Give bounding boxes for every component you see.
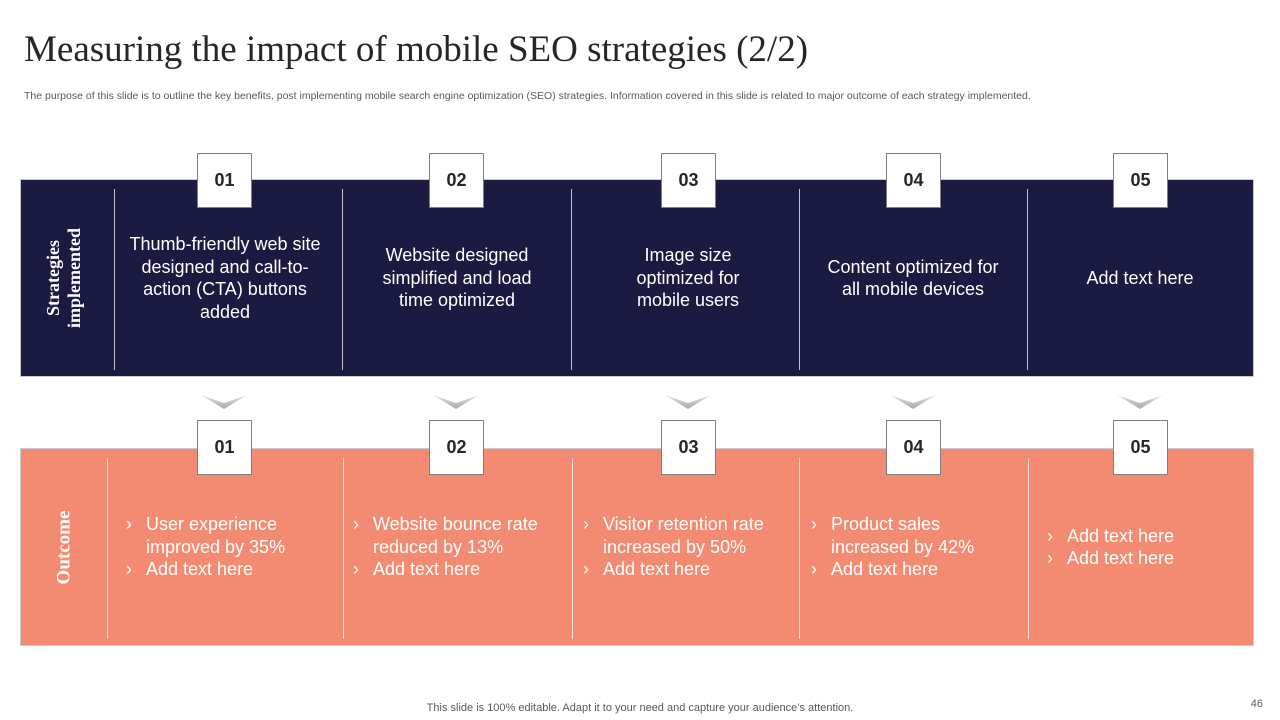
divider <box>107 458 108 639</box>
outcome-panel: Outcome User experience improved by 35% … <box>20 448 1254 646</box>
outcome-list-5: Add text here Add text here <box>1047 525 1174 570</box>
divider <box>1028 458 1029 639</box>
divider <box>343 458 344 639</box>
outcome-cell-2: Website bounce rate reduced by 13% Add t… <box>353 449 563 645</box>
outcome-number-5: 05 <box>1113 420 1168 475</box>
list-item: Add text here <box>811 558 1011 581</box>
slide-title: Measuring the impact of mobile SEO strat… <box>24 29 809 70</box>
list-item: User experience improved by 35% <box>126 513 326 558</box>
strategy-text-2: Website designed simplified and load tim… <box>382 245 532 311</box>
strategy-text-4: Content optimized for all mobile devices <box>827 256 999 300</box>
list-item: Add text here <box>126 558 326 581</box>
strategy-cell-4: Content optimized for all mobile devices <box>821 180 1005 376</box>
strategy-cell-3: Image size optimized for mobile users <box>611 180 765 376</box>
strategy-cell-1: Thumb-friendly web site designed and cal… <box>121 180 329 376</box>
divider <box>342 189 343 370</box>
list-item: Add text here <box>353 558 563 581</box>
divider <box>114 189 115 370</box>
list-item: Product sales increased by 42% <box>811 513 1011 558</box>
strategy-number-5: 05 <box>1113 153 1168 208</box>
list-item: Add text here <box>583 558 795 581</box>
chevron-down-icon <box>433 395 479 409</box>
divider <box>571 189 572 370</box>
divider <box>799 458 800 639</box>
outcome-list-3: Visitor retention rate increased by 50% … <box>583 513 795 581</box>
slide-footer: This slide is 100% editable. Adapt it to… <box>426 702 854 714</box>
strategy-text-5: Add text here <box>1086 267 1194 288</box>
outcome-list-2: Website bounce rate reduced by 13% Add t… <box>353 513 563 581</box>
divider <box>1027 189 1028 370</box>
list-item: Add text here <box>1047 547 1174 570</box>
strategies-row-label: Strategies implemented <box>21 180 107 376</box>
chevron-down-icon <box>890 395 936 409</box>
outcome-number-4: 04 <box>886 420 941 475</box>
chevron-down-icon <box>1117 395 1163 409</box>
page-number: 46 <box>1250 698 1263 710</box>
outcome-number-2: 02 <box>429 420 484 475</box>
list-item: Visitor retention rate increased by 50% <box>583 513 795 558</box>
outcome-list-1: User experience improved by 35% Add text… <box>126 513 326 581</box>
list-item: Add text here <box>1047 525 1174 548</box>
outcome-list-4: Product sales increased by 42% Add text … <box>811 513 1011 581</box>
strategies-label-text: Strategies implemented <box>43 228 85 328</box>
outcome-row-label: Outcome <box>21 449 107 645</box>
chevron-down-icon <box>665 395 711 409</box>
strategy-number-3: 03 <box>661 153 716 208</box>
strategy-text-3: Image size optimized for mobile users <box>636 245 740 311</box>
strategies-panel: Strategies implemented Thumb-friendly we… <box>20 179 1254 377</box>
strategy-number-2: 02 <box>429 153 484 208</box>
divider <box>799 189 800 370</box>
outcome-label-text: Outcome <box>53 510 75 584</box>
chevron-down-icon <box>201 395 247 409</box>
strategy-cell-5: Add text here <box>1031 180 1249 376</box>
strategy-cell-2: Website designed simplified and load tim… <box>365 180 549 376</box>
outcome-cell-4: Product sales increased by 42% Add text … <box>811 449 1011 645</box>
strategy-text-1: Thumb-friendly web site designed and cal… <box>129 234 321 322</box>
outcome-cell-1: User experience improved by 35% Add text… <box>126 449 326 645</box>
outcome-cell-5: Add text here Add text here <box>1047 449 1247 645</box>
slide-subtitle: The purpose of this slide is to outline … <box>24 90 1031 102</box>
list-item: Website bounce rate reduced by 13% <box>353 513 563 558</box>
strategy-number-4: 04 <box>886 153 941 208</box>
strategy-number-1: 01 <box>197 153 252 208</box>
outcome-number-1: 01 <box>197 420 252 475</box>
outcome-cell-3: Visitor retention rate increased by 50% … <box>583 449 795 645</box>
outcome-number-3: 03 <box>661 420 716 475</box>
divider <box>572 458 573 639</box>
